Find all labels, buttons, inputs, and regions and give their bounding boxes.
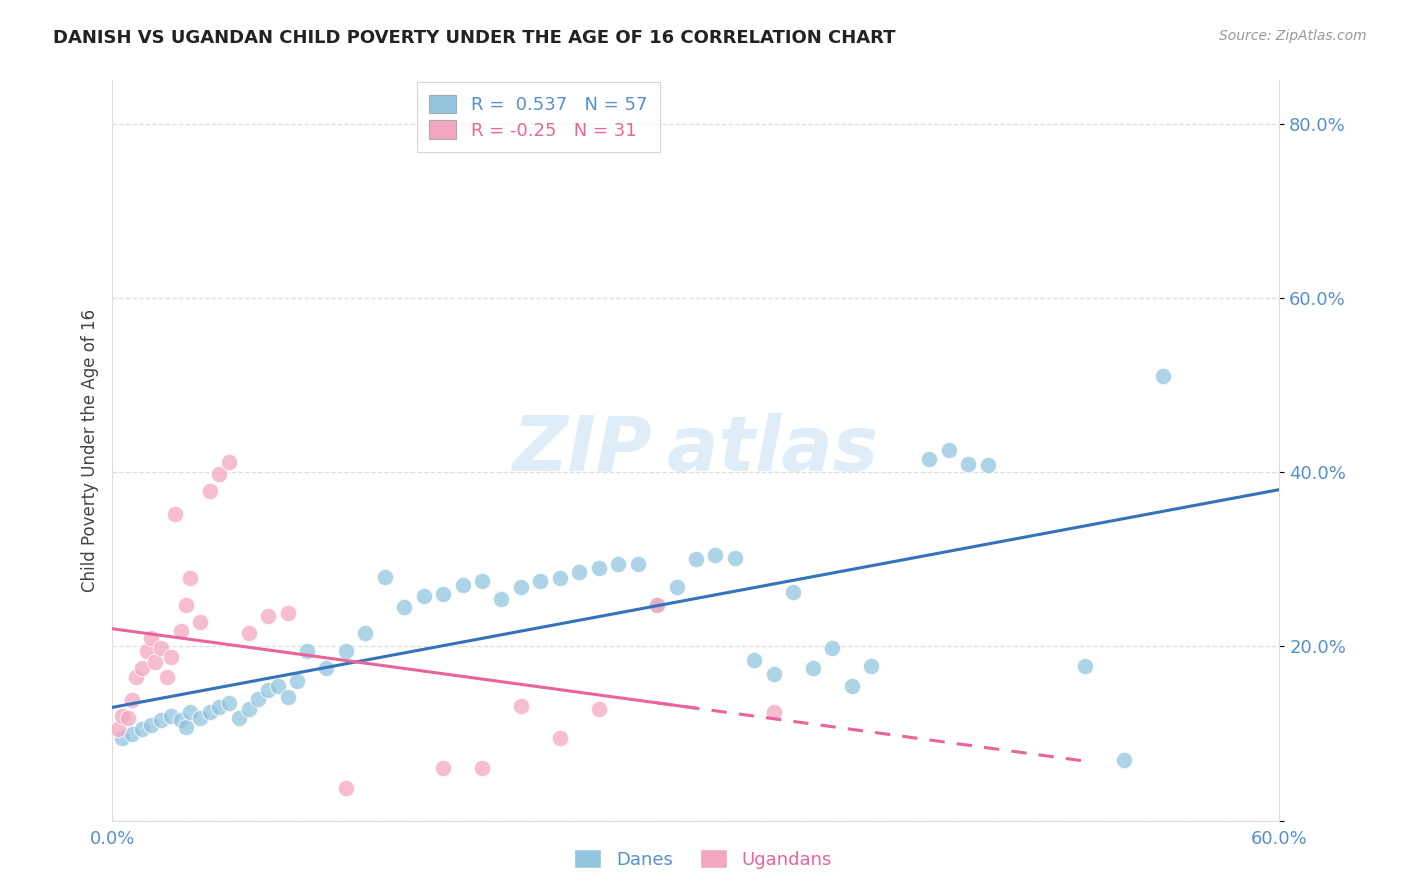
Point (1152, 369, 1174, 384)
Point (976, 458, 998, 473)
Point (257, 609, 280, 624)
Point (218, 696, 240, 710)
Point (218, 455, 240, 469)
Point (860, 658, 883, 673)
Point (160, 709, 183, 723)
Point (295, 644, 318, 658)
Point (762, 705, 785, 719)
Point (394, 600, 416, 615)
Point (335, 644, 357, 658)
Point (136, 644, 159, 658)
Point (762, 667, 785, 681)
Point (451, 578, 474, 592)
Point (131, 722, 153, 736)
Point (160, 649, 183, 664)
Point (918, 452, 941, 467)
Point (150, 714, 173, 728)
Point (645, 598, 668, 612)
Point (432, 587, 454, 601)
Point (471, 574, 494, 588)
Point (432, 761, 454, 775)
Point (685, 552, 707, 566)
Point (121, 693, 143, 707)
Point (276, 690, 298, 704)
Point (645, 598, 668, 612)
Point (782, 585, 804, 599)
Point (704, 548, 727, 562)
Point (509, 698, 531, 713)
Point (156, 670, 179, 684)
Text: DANISH VS UGANDAN CHILD POVERTY UNDER THE AGE OF 16 CORRELATION CHART: DANISH VS UGANDAN CHILD POVERTY UNDER TH… (53, 29, 896, 46)
Point (198, 484, 221, 499)
Point (267, 679, 290, 693)
Point (176, 598, 198, 612)
Point (228, 711, 250, 725)
Point (588, 702, 610, 716)
Point (131, 661, 153, 675)
Point (607, 557, 630, 571)
Point (125, 670, 148, 684)
Text: ZIP atlas: ZIP atlas (513, 414, 879, 487)
Point (107, 722, 129, 736)
Point (938, 443, 960, 458)
Point (257, 683, 280, 698)
Y-axis label: Child Poverty Under the Age of 16: Child Poverty Under the Age of 16 (80, 309, 98, 592)
Point (179, 572, 201, 586)
Point (285, 674, 308, 689)
Point (548, 731, 571, 745)
Point (247, 691, 270, 706)
Point (208, 467, 231, 481)
Point (509, 580, 531, 594)
Point (1074, 658, 1097, 673)
Legend: Danes, Ugandans: Danes, Ugandans (567, 842, 839, 876)
Point (141, 631, 163, 645)
Point (568, 566, 591, 580)
Point (471, 761, 494, 775)
Point (801, 661, 824, 675)
Point (141, 718, 163, 732)
Point (188, 711, 211, 725)
Point (198, 705, 221, 719)
Point (588, 561, 610, 575)
Point (276, 607, 298, 621)
Point (491, 591, 513, 606)
Point (335, 780, 357, 795)
Point (179, 705, 201, 719)
Point (169, 714, 191, 728)
Point (957, 457, 980, 471)
Point (744, 652, 766, 666)
Point (163, 507, 186, 521)
Point (841, 679, 863, 693)
Point (1112, 753, 1135, 767)
Point (208, 700, 231, 714)
Point (315, 661, 337, 675)
Point (238, 626, 260, 640)
Legend: R =  0.537   N = 57, R = -0.25   N = 31: R = 0.537 N = 57, R = -0.25 N = 31 (416, 82, 659, 153)
Point (412, 589, 434, 603)
Point (665, 580, 688, 594)
Point (238, 702, 260, 716)
Point (354, 626, 377, 640)
Point (724, 550, 747, 565)
Point (548, 572, 571, 586)
Point (143, 655, 166, 669)
Point (188, 615, 211, 629)
Point (627, 557, 650, 571)
Point (111, 709, 134, 723)
Point (821, 641, 844, 656)
Point (169, 624, 191, 638)
Point (529, 574, 551, 588)
Point (117, 711, 139, 725)
Text: Source: ZipAtlas.com: Source: ZipAtlas.com (1219, 29, 1367, 43)
Point (176, 720, 198, 734)
Point (121, 726, 143, 740)
Point (111, 731, 134, 745)
Point (150, 641, 173, 656)
Point (374, 570, 396, 584)
